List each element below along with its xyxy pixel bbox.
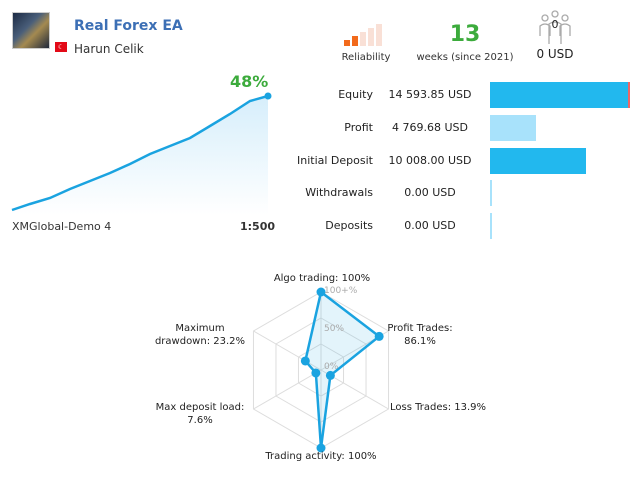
- balance-label: Profit: [344, 120, 373, 134]
- weeks-label: weeks (since 2021): [416, 52, 514, 63]
- reliability-label: Reliability: [341, 52, 391, 63]
- balance-label: Withdrawals: [305, 186, 373, 200]
- balance-bar[interactable]: [490, 82, 630, 108]
- reliability-bars-icon: [344, 24, 388, 46]
- growth-percent: 48%: [230, 72, 269, 91]
- radar-spoke: [253, 330, 322, 371]
- radar-point: [374, 331, 384, 341]
- server-name: XMGlobal-Demo 4: [12, 220, 112, 233]
- radar-point: [300, 356, 310, 366]
- balance-bar[interactable]: [490, 180, 492, 207]
- balance-label: Deposits: [325, 219, 373, 233]
- signal-title[interactable]: Real Forex EA: [74, 18, 183, 34]
- balance-label: Equity: [338, 88, 373, 101]
- balance-value: 0.00 USD: [404, 186, 456, 200]
- growth-chart[interactable]: [0, 80, 280, 215]
- subscribers-icon: 0: [537, 10, 573, 50]
- radar-point: [311, 368, 321, 378]
- balance-value: 4 769.68 USD: [392, 120, 468, 134]
- growth-line: [11, 94, 269, 212]
- author-name[interactable]: Harun Celik: [74, 42, 144, 56]
- balance-bar[interactable]: [490, 213, 492, 240]
- growth-area: [12, 96, 268, 215]
- radar-ring-label: 0%: [324, 362, 339, 372]
- radar-axis-label: Trading activity: 100%: [265, 451, 377, 462]
- radar-spoke: [253, 369, 322, 410]
- radar-point: [316, 287, 326, 297]
- turkey-flag-icon: ☾: [55, 42, 67, 52]
- radar-axis-label: Algo trading: 100%: [273, 273, 371, 284]
- balance-value: 10 008.00 USD: [388, 153, 472, 167]
- subscription-price: 0 USD: [536, 47, 574, 61]
- radar-ring-label: 100+%: [324, 286, 358, 296]
- radar-axis-label: Profit Trades: 86.1%: [387, 323, 453, 347]
- leverage: 1:500: [240, 220, 276, 233]
- radar-point: [316, 443, 326, 453]
- weeks-value: 13: [449, 22, 481, 47]
- radar-axis-label: Loss Trades: 13.9%: [390, 402, 487, 413]
- radar-point: [325, 370, 335, 380]
- balance-label: Initial Deposit: [297, 153, 373, 167]
- radar-axis-label: Max deposit load: 7.6%: [155, 402, 245, 426]
- growth-end-point: [264, 92, 272, 100]
- subscribers-count: 0: [551, 18, 559, 31]
- radar-axis-label: Maximum drawdown: 23.2%: [154, 323, 246, 347]
- balance-bar[interactable]: [490, 114, 536, 141]
- balance-bar[interactable]: [490, 147, 586, 174]
- balance-value: 0.00 USD: [404, 219, 456, 233]
- avatar[interactable]: [12, 12, 50, 49]
- balance-value: 14 593.85 USD: [388, 88, 472, 101]
- radar-ring-label: 50%: [324, 324, 345, 334]
